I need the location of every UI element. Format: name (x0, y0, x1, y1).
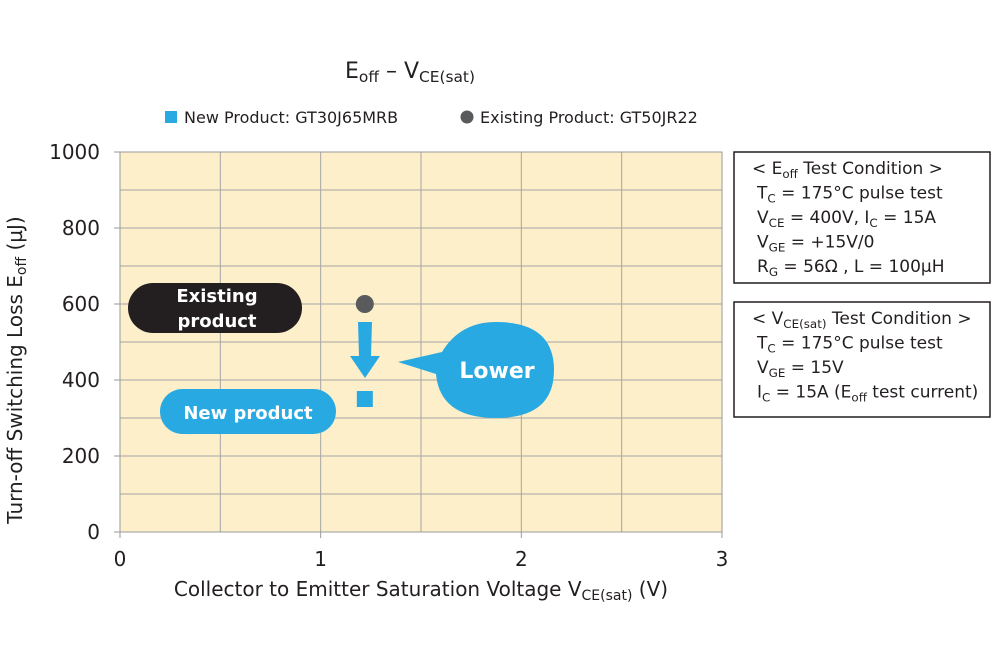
x-tick-label: 1 (314, 547, 327, 571)
y-tick-label: 800 (62, 216, 100, 240)
condition-line-part: < V (752, 309, 784, 329)
x-axis-label: Collector to Emitter Saturation Voltage … (174, 577, 668, 604)
condition-line-part: GE (769, 241, 786, 255)
y-axis-label-part: off (14, 257, 30, 276)
x-axis-label-part: CE(sat) (582, 588, 633, 604)
chart-title-part: E (345, 59, 359, 84)
y-tick-label: 400 (62, 368, 100, 392)
condition-box (733, 151, 991, 284)
condition-line-part: off (851, 391, 867, 405)
x-tick-label: 0 (114, 547, 127, 571)
legend-label: New Product: GT30J65MRB (184, 108, 398, 127)
condition-line-part: = 400V, I (784, 208, 869, 228)
y-tick-label: 600 (62, 292, 100, 316)
condition-line: RG = 56Ω , L = 100µH (757, 257, 945, 279)
point (355, 295, 374, 313)
condition-line-part: V (757, 358, 769, 378)
condition-line-part: = 56Ω , L = 100µH (778, 257, 944, 277)
condition-line-part: C (767, 342, 775, 356)
y-axis-label: Turn-off Switching Loss Eoff (µJ) (3, 216, 30, 524)
condition-line: VGE = +15V/0 (757, 233, 874, 255)
y-tick-label: 200 (62, 444, 100, 468)
condition-line-part: V (757, 208, 769, 228)
condition-line: < VCE(sat) Test Condition > (752, 309, 972, 331)
lower-callout (398, 322, 554, 418)
condition-line-part: CE (769, 216, 785, 230)
y-axis-label-part: Turn-off Switching Loss E (3, 275, 27, 525)
condition-line-part: I (757, 383, 762, 403)
y-tick-label: 0 (87, 520, 100, 544)
condition-line-part: T (756, 334, 768, 354)
chart-title-part: – V (379, 59, 419, 84)
x-axis-label-part: (V) (632, 577, 668, 601)
condition-line-part: = 15A (878, 208, 937, 228)
condition-line-part: C (762, 391, 770, 405)
condition-line-part: test current) (867, 383, 978, 403)
condition-line-part: = 175°C pulse test (776, 334, 943, 354)
condition-line-part: C (767, 192, 775, 206)
chart-title: Eoff – VCE(sat) (345, 59, 475, 86)
condition-line-part: = 175°C pulse test (776, 184, 943, 204)
condition-line: VCE = 400V, IC = 15A (757, 208, 936, 230)
condition-line-part: off (782, 167, 798, 181)
plot-frame (119, 151, 723, 533)
condition-line: < Eoff Test Condition > (752, 159, 943, 181)
existing-label: product (177, 311, 256, 332)
legend-marker (460, 110, 474, 124)
condition-line-part: CE(sat) (783, 317, 826, 331)
point (356, 391, 373, 407)
existing-label: Existing (176, 286, 257, 307)
condition-line-part: = 15V (785, 358, 844, 378)
chart-title-part: off (359, 68, 379, 86)
x-tick-label: 3 (716, 547, 729, 571)
y-tick-label: 1000 (49, 140, 100, 164)
x-tick-label: 2 (515, 547, 528, 571)
condition-box (733, 301, 991, 418)
new-callout (160, 389, 336, 434)
down-arrow (350, 322, 380, 378)
condition-line-part: Test Condition > (798, 159, 943, 179)
condition-line-part: = +15V/0 (785, 233, 874, 253)
legend-marker (165, 111, 177, 123)
existing-callout (128, 283, 302, 333)
condition-line-part: C (869, 216, 877, 230)
condition-line-part: < E (752, 159, 782, 179)
condition-line-part: Test Condition > (827, 309, 972, 329)
condition-line-part: R (757, 257, 769, 277)
condition-line-part: T (756, 184, 768, 204)
y-axis-label-part: (µJ) (3, 216, 27, 257)
condition-line: TC = 175°C pulse test (756, 184, 943, 206)
condition-line: VGE = 15V (757, 358, 844, 380)
condition-line-part: V (757, 233, 769, 253)
chart-title-part: CE(sat) (419, 68, 475, 86)
condition-line: TC = 175°C pulse test (756, 334, 943, 356)
legend-label: Existing Product: GT50JR22 (480, 108, 698, 127)
condition-line: IC = 15A (Eoff test current) (757, 383, 978, 405)
x-axis-label-part: Collector to Emitter Saturation Voltage … (174, 577, 582, 601)
lower-label: Lower (459, 359, 534, 384)
new-label: New product (183, 403, 313, 424)
condition-line-part: G (769, 265, 778, 279)
condition-line-part: GE (769, 366, 786, 380)
condition-line-part: = 15A (E (770, 383, 851, 403)
